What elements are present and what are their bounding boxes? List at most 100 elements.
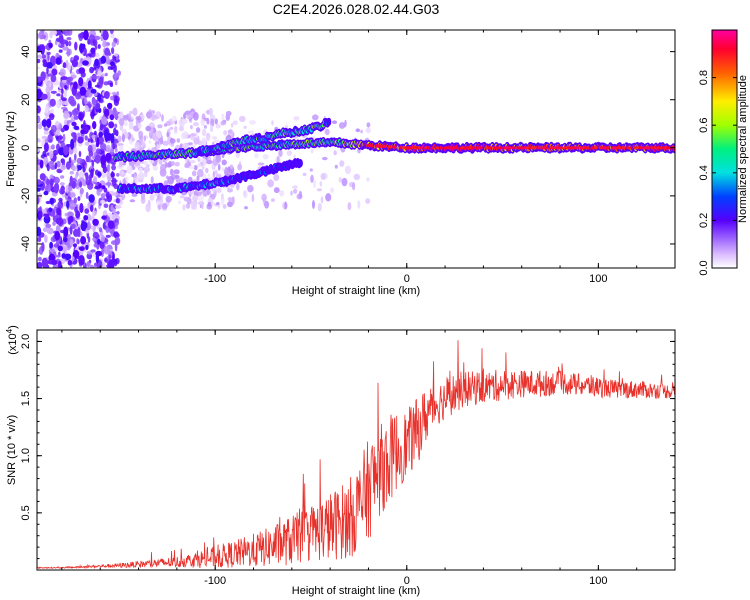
spectrogram-speckle <box>113 99 119 106</box>
spectrogram-speckle <box>66 37 72 41</box>
spectrogram-speckle <box>90 111 95 120</box>
spectrogram-speckle <box>320 196 324 204</box>
spectrogram-speckle <box>87 144 93 153</box>
colorbar-tick-label: 0.8 <box>698 70 710 85</box>
spectrogram-speckle <box>37 138 41 143</box>
spectrogram-speckle <box>145 111 153 119</box>
spectrogram-speckle <box>51 259 58 266</box>
spectrogram-speckle <box>131 173 134 178</box>
spectrogram-speckle <box>156 143 160 152</box>
spectrogram-track-peak <box>635 146 640 150</box>
spectrogram-speckle <box>69 171 75 175</box>
spectrogram-xtick-label: -100 <box>204 273 226 285</box>
snr-multiplier: (x104) <box>5 325 19 355</box>
spectrogram-speckle <box>61 97 67 102</box>
spectrogram-speckle <box>78 246 85 252</box>
spectrogram-track-peak <box>523 146 527 150</box>
spectrogram-speckle <box>43 190 49 196</box>
spectrogram-speckle <box>334 164 338 169</box>
spectrogram-speckle <box>67 259 73 266</box>
spectrogram-speckle <box>60 175 65 179</box>
spectrogram-speckle <box>85 172 89 181</box>
spectrogram-speckle <box>42 150 47 157</box>
spectrogram-speckle <box>117 113 122 118</box>
colorbar-tick-label: 0.4 <box>698 165 710 180</box>
spectrogram-speckle <box>273 187 280 194</box>
spectrogram-speckle <box>92 210 97 217</box>
spectrogram-speckle <box>100 55 107 64</box>
spectrogram-track-peak <box>446 146 450 150</box>
spectrogram-track-peak <box>426 146 430 150</box>
spectrogram-speckle <box>112 142 115 150</box>
spectrogram-speckle <box>69 238 74 247</box>
spectrogram-speckle <box>182 131 189 140</box>
spectrogram-speckle <box>48 150 54 159</box>
spectrogram-speckle <box>184 110 191 116</box>
spectrogram-speckle <box>75 174 78 180</box>
spectrogram-speckle <box>298 190 302 199</box>
spectrogram-speckle <box>59 68 66 77</box>
spectrogram-speckle <box>137 122 142 129</box>
spectrogram-speckle <box>333 150 338 156</box>
spectrogram-speckle <box>132 107 138 117</box>
spectrogram-speckle <box>83 30 89 41</box>
spectrogram-speckle <box>114 147 118 153</box>
spectrogram-speckle <box>97 238 101 245</box>
spectrogram-speckle <box>107 102 113 110</box>
spectrogram-speckle <box>63 226 69 238</box>
spectrogram-speckle <box>57 201 64 209</box>
spectrogram-speckle <box>93 176 98 183</box>
spectrogram-speckle <box>69 226 73 235</box>
spectrogram-speckle <box>73 197 78 204</box>
spectrogram-speckle <box>162 202 168 210</box>
spectrogram-speckle <box>214 169 218 176</box>
spectrogram-track-peak <box>531 146 535 150</box>
spectrogram-speckle <box>222 204 227 209</box>
spectrogram-speckle <box>89 66 94 74</box>
spectrogram-track-peak <box>409 146 413 150</box>
spectrogram-speckle <box>103 203 109 208</box>
page-title: C2E4.2026.028.02.44.G03 <box>273 1 440 17</box>
spectrogram-speckle <box>97 70 102 77</box>
spectrogram-speckle <box>143 160 148 166</box>
spectrogram-xtick-label: 100 <box>589 273 607 285</box>
spectrogram-speckle <box>74 41 78 51</box>
spectrogram-speckle <box>309 168 313 172</box>
spectrogram-speckle <box>111 41 117 48</box>
spectrogram-speckle <box>79 181 83 188</box>
spectrogram-speckle <box>71 121 77 127</box>
spectrogram-speckle <box>65 40 69 47</box>
spectrogram-speckle <box>71 165 76 171</box>
spectrogram-track-peak <box>525 146 529 150</box>
spectrogram-speckle <box>239 115 246 123</box>
spectrogram-speckle <box>53 176 60 184</box>
spectrogram-track-peak <box>499 146 503 150</box>
spectrogram-speckle <box>111 164 116 171</box>
spectrogram-speckle <box>96 188 101 196</box>
spectrogram-speckle <box>190 200 197 208</box>
spectrogram-track-peak <box>573 146 578 150</box>
spectrogram-speckle <box>84 208 90 214</box>
spectrogram-ytick-label: -40 <box>20 236 32 252</box>
spectrogram-track-peak <box>388 145 392 149</box>
spectrogram-speckle <box>114 218 119 223</box>
spectrogram-speckle <box>104 129 109 141</box>
spectrogram-speckle <box>41 119 48 128</box>
spectrogram-speckle <box>42 209 47 214</box>
spectrogram-speckle <box>310 174 314 183</box>
spectrogram-speckle <box>155 200 161 206</box>
spectrogram-track-peak <box>471 146 475 150</box>
spectrogram-speckle <box>197 163 201 168</box>
spectrogram-speckle <box>52 221 56 227</box>
spectrogram-speckle <box>84 135 88 141</box>
spectrogram-speckle <box>251 193 255 203</box>
spectrogram-speckle <box>70 138 75 150</box>
spectrogram-speckle <box>98 183 102 189</box>
spectrogram-speckle <box>73 133 77 143</box>
spectrogram-speckle <box>46 62 53 69</box>
spectrogram-speckle <box>195 127 201 133</box>
spectrogram-speckle <box>84 105 89 113</box>
spectrogram-speckle <box>85 191 89 200</box>
spectrogram-speckle <box>208 107 213 117</box>
spectrogram-speckle <box>97 171 102 177</box>
